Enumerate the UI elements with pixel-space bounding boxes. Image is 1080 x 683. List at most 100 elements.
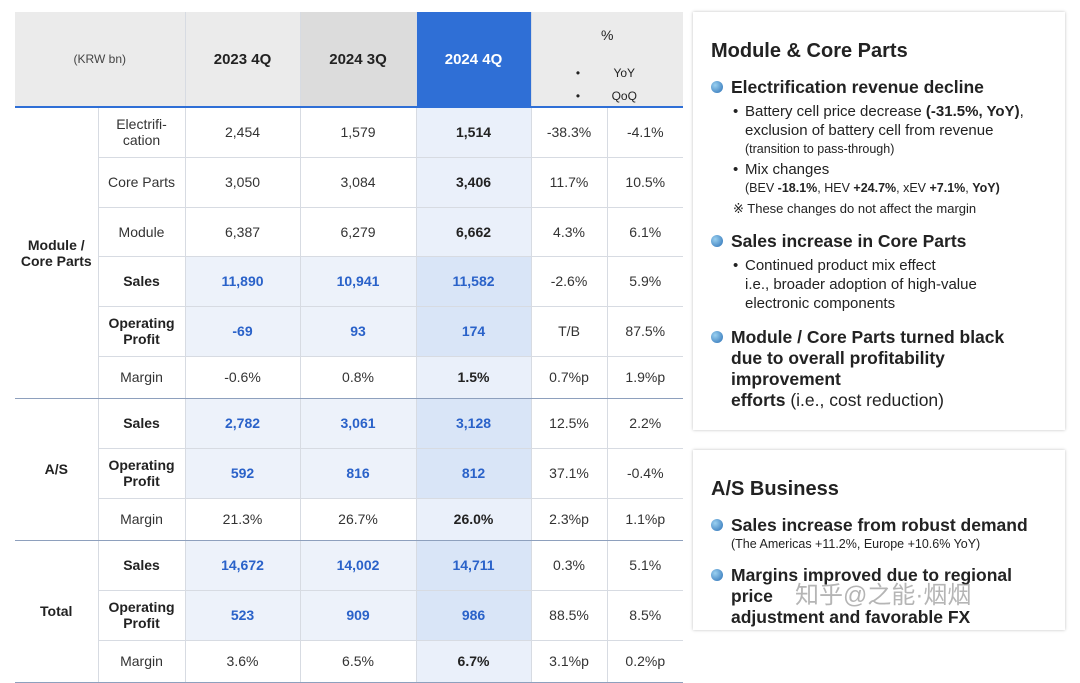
cell: 37.1% <box>530 448 608 499</box>
cell: 1,514 <box>415 107 532 158</box>
cell: -69 <box>184 306 301 357</box>
table-row: Operating Profit 592 816 812 37.1% -0.4% <box>15 448 684 499</box>
panel: Module & Core Parts Electrification reven… <box>693 12 1065 430</box>
cell: 6.1% <box>606 207 684 257</box>
text-run: Electrification revenue decline <box>731 77 984 97</box>
cell: 816 <box>299 448 417 499</box>
row-label: Operating Profit <box>97 590 186 641</box>
bullet-heading: Sales increase in Core Parts <box>711 231 1055 252</box>
heading-note: (The Americas +11.2%, Europe +10.6% YoY) <box>711 537 1055 551</box>
sub-note: (transition to pass-through) <box>711 142 1055 156</box>
cell: 0.3% <box>530 540 608 591</box>
cell: 87.5% <box>606 306 684 357</box>
cell: 812 <box>415 448 532 499</box>
cell: -0.6% <box>184 356 301 399</box>
text-run: (The Americas +11.2%, Europe +10.6% YoY) <box>731 537 981 551</box>
text-run: Margins improved due to regional price a… <box>731 565 1013 627</box>
text-run: Module / Core Parts turned black due to … <box>731 327 1005 410</box>
text-run: (i.e., cost reduction) <box>790 390 944 410</box>
cell: 14,711 <box>415 540 532 591</box>
table-row: Sales 11,890 10,941 11,582 -2.6% 5.9% <box>15 256 684 307</box>
cell: T/B <box>530 306 608 357</box>
table-row: Margin 21.3% 26.7% 26.0% 2.3%p 1.1%p <box>15 498 684 541</box>
cell: 3.1%p <box>530 640 608 683</box>
cell: -0.4% <box>606 448 684 499</box>
cell: 6,662 <box>415 207 532 257</box>
column-header: 2024 3Q <box>299 12 417 108</box>
text-run: , xEV <box>896 181 930 195</box>
cell: 2.3%p <box>530 498 608 541</box>
cell: 26.0% <box>415 498 532 541</box>
row-label: Sales <box>97 256 186 307</box>
text-run: +24.7% <box>853 181 897 195</box>
sub-bullet: Mix changes <box>711 160 1055 179</box>
cell: 21.3% <box>184 498 301 541</box>
bullet-item: Module / Core Parts turned black due to … <box>711 327 1055 411</box>
watermark: 知乎@之能·烟烟 <box>795 582 972 609</box>
cell: 6,279 <box>299 207 417 257</box>
cell: 88.5% <box>530 590 608 641</box>
sub-note: (BEV -18.1%, HEV +24.7%, xEV +7.1%, YoY) <box>711 181 1055 195</box>
cell: 592 <box>184 448 301 499</box>
text-run: (BEV <box>745 181 778 195</box>
cell: 5.1% <box>606 540 684 591</box>
remark: ※ These changes do not affect the margin <box>711 201 1055 217</box>
cell: 3,084 <box>299 157 417 208</box>
bullet-heading: Module / Core Parts turned black due to … <box>711 327 1055 411</box>
cell: 93 <box>299 306 417 357</box>
cell: 0.2%p <box>606 640 684 683</box>
cell: 26.7% <box>299 498 417 541</box>
panel-title: A/S Business <box>711 478 839 500</box>
row-label: Sales <box>97 398 186 449</box>
cell: 11,890 <box>184 256 301 307</box>
cell: 0.7%p <box>530 356 608 399</box>
cell: 11,582 <box>415 256 532 307</box>
bullet-heading: Margins improved due to regional price a… <box>711 565 1055 628</box>
table-row: Margin 3.6% 6.5% 6.7% 3.1%p 0.2%p <box>15 640 684 683</box>
group-label: A/S <box>15 398 98 541</box>
cell: 1.9%p <box>606 356 684 399</box>
cell: 10.5% <box>606 157 684 208</box>
page: (KRW bn) 2023 4Q 2024 3Q 2024 4Q % YoY Qo… <box>0 0 1080 638</box>
cell: 4.3% <box>530 207 608 257</box>
results-table: (KRW bn) 2023 4Q 2024 3Q 2024 4Q % YoY Qo… <box>15 12 684 683</box>
panel: A/S Business Sales increase from robust d… <box>693 450 1065 630</box>
text-run: (-31.5%, YoY) <box>925 103 1020 120</box>
table-row: Margin -0.6% 0.8% 1.5% 0.7%p 1.9%p <box>15 356 684 399</box>
bullet-heading: Electrification revenue decline <box>711 77 1055 98</box>
pct-header: % YoY QoQ <box>530 12 684 108</box>
cell: 0.8% <box>299 356 417 399</box>
cell: 1.1%p <box>606 498 684 541</box>
row-label: Margin <box>97 498 186 541</box>
cell: 14,672 <box>184 540 301 591</box>
bullet-item: Sales increase from robust demand (The Am… <box>711 515 1055 551</box>
text-run: Battery cell price decrease <box>745 103 926 120</box>
cell: 3.6% <box>184 640 301 683</box>
cell: 909 <box>299 590 417 641</box>
panel-title: Module & Core Parts <box>711 40 908 62</box>
cell: 523 <box>184 590 301 641</box>
unit-label: (KRW bn) <box>15 12 186 108</box>
text-run: Sales increase from robust demand <box>731 515 1028 535</box>
cell: 3,406 <box>415 157 532 208</box>
cell: 2.2% <box>606 398 684 449</box>
cell: 6.7% <box>415 640 532 683</box>
row-label: Module <box>97 207 186 257</box>
cell: 174 <box>415 306 532 357</box>
cell: 12.5% <box>530 398 608 449</box>
table-row: Module / Core Parts Electrifi- cation 2,45… <box>15 107 684 399</box>
row-label: Electrifi- cation <box>97 107 186 158</box>
text-run: , <box>965 181 973 195</box>
column-header: 2024 4Q <box>415 12 532 108</box>
cell: 2,454 <box>184 107 301 158</box>
column-header: QoQ <box>554 87 661 106</box>
row-label: Operating Profit <box>97 306 186 357</box>
cell: 3,061 <box>299 398 417 449</box>
cell: 2,782 <box>184 398 301 449</box>
group-label: Module / Core Parts <box>15 107 98 399</box>
cell: -2.6% <box>530 256 608 307</box>
cell: -38.3% <box>530 107 608 158</box>
table-row: Core Parts 3,050 3,084 3,406 11.7% 10.5% <box>15 157 684 208</box>
cell: 5.9% <box>606 256 684 307</box>
table-row: Operating Profit 523 909 986 88.5% 8.5% <box>15 590 684 641</box>
